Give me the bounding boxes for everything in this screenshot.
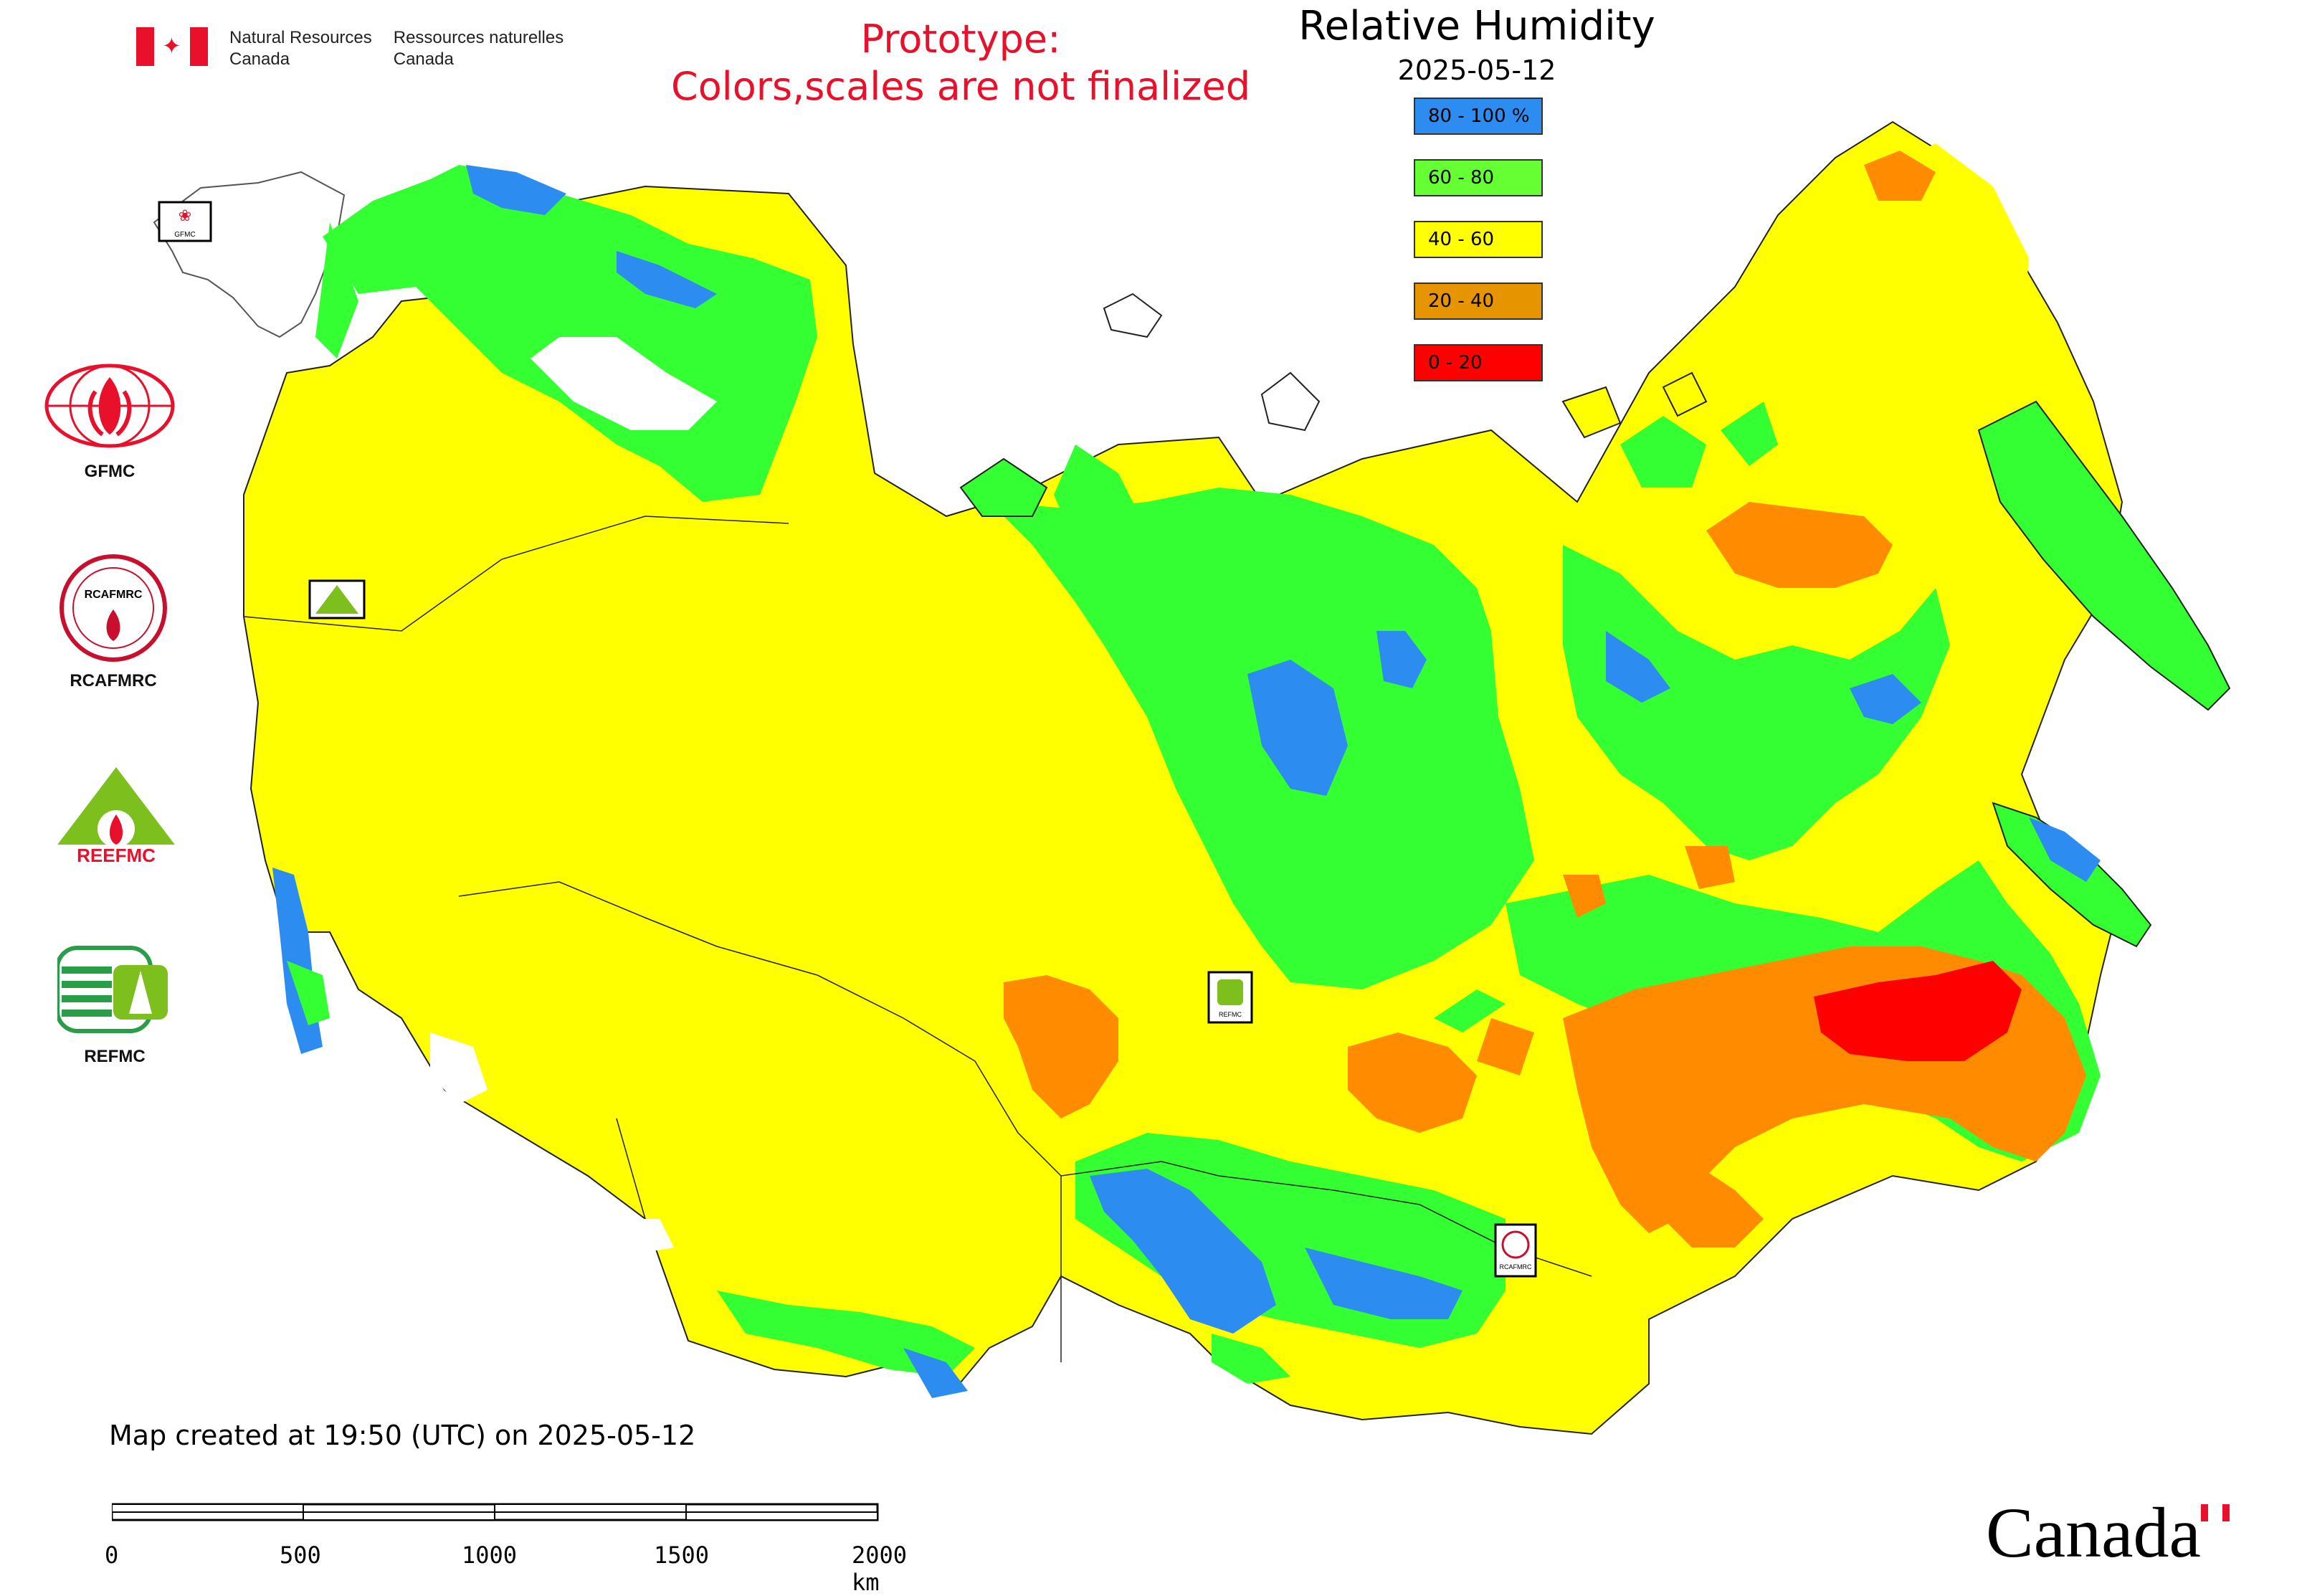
legend-item: 0 - 20 [1414,344,1543,381]
chukotka-orange [1864,151,1936,201]
amur-red [1814,961,2022,1061]
refmc-caption: REFMC [84,1047,146,1066]
fareast-green [1563,545,1950,860]
gfmc-logo: GFMC [42,363,178,482]
canada-wordmark: Canada [1986,1491,2230,1574]
scale-bar: 0 500 1000 1500 2000 km [105,1501,907,1596]
rcafmrc-caption: RCAFMRC [70,671,157,690]
siberia-blue [1247,660,1348,796]
legend-item: 60 - 80 [1414,159,1543,196]
canada-flag-icon: ✦ [136,27,208,66]
baikal-orange [1348,1032,1477,1133]
prototype-notice: Prototype: Colors,scales are not finaliz… [645,16,1276,110]
svg-text:RCAFMRC: RCAFMRC [85,589,143,601]
refmc-emblem-icon [55,946,168,1033]
scale-bar-graphic [110,1503,879,1521]
nrcan-signature: ✦ Natural Resources Canada Ressources na… [136,27,563,70]
kamchatka-north [1864,143,2029,402]
rcafmrc-logo: RCAFMRC RCAFMRC [56,552,171,691]
scale-tick: 2000 km [852,1542,908,1596]
map-title: Relative Humidity [1298,3,1655,49]
scale-tick: 500 [280,1542,321,1569]
legend-item: 20 - 40 [1414,282,1543,320]
created-timestamp: Map created at 19:50 (UTC) on 2025-05-12 [109,1420,696,1451]
legend: 80 - 100 % 60 - 80 40 - 60 20 - 40 0 - 2… [1414,98,1543,406]
gfmc-caption: GFMC [84,462,135,481]
svg-text:REFMC: REFMC [1219,1011,1242,1018]
agency-en-line2: Canada [229,49,290,69]
svg-text:❀: ❀ [179,206,191,224]
legend-item: 40 - 60 [1414,221,1543,258]
prototype-line1: Prototype: [860,16,1061,62]
map-date: 2025-05-12 [1397,54,1556,86]
kola-blue [466,165,566,215]
gfmc-map-marker [158,201,212,242]
internal-borders [243,516,1592,1362]
scale-tick: 1500 [654,1542,710,1569]
refmc-logo: REFMC [55,945,172,1067]
agency-fr-line1: Ressources naturelles [393,28,564,47]
svg-text:GFMC: GFMC [174,231,195,239]
altai-blue [1090,1169,1276,1334]
kamchatka [1977,400,2231,711]
agency-fr-line2: Canada [393,49,454,69]
svg-text:RCAFMRC: RCAFMRC [1500,1263,1532,1270]
scandinavia-outline [153,171,346,338]
prototype-line2: Colors,scales are not finalized [671,64,1250,109]
agency-en-line1: Natural Resources [229,28,372,47]
central-orange [1004,975,1118,1118]
reefmc-emblem-icon: REEFMC [37,767,195,866]
reefmc-logo: REEFMC [37,764,195,875]
canada-wordmark-flag-icon [2201,1504,2230,1521]
scale-tick: 0 [105,1542,119,1569]
rcafmrc-emblem-icon: RCAFMRC [60,554,167,662]
svg-text:REEFMC: REEFMC [77,845,156,866]
scale-tick: 1000 [462,1542,518,1569]
legend-item: 80 - 100 % [1414,98,1543,135]
gfmc-emblem-icon [44,364,175,448]
